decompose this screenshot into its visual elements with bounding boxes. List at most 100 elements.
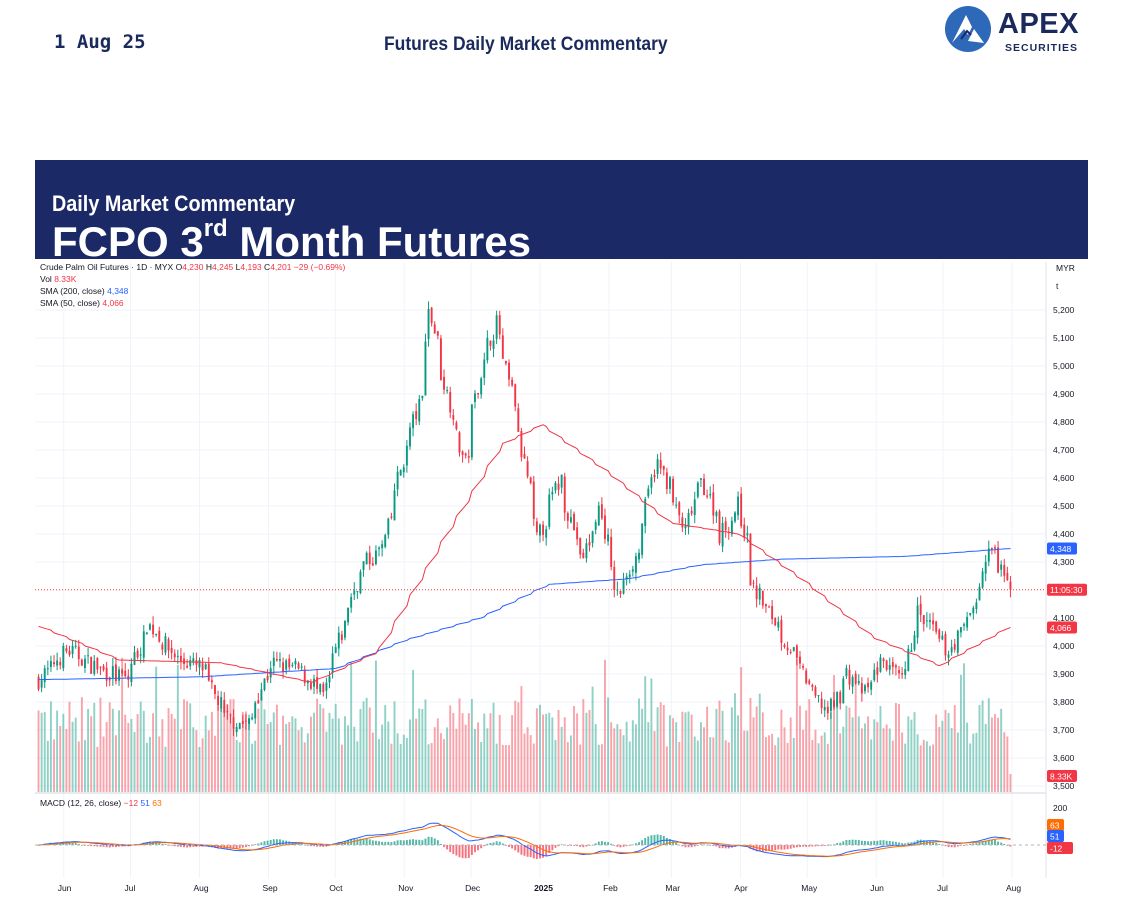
macd-histogram-bar [907,842,910,845]
macd-histogram-bar [839,842,842,845]
candle-body [62,645,65,669]
macd-histogram-bar [489,842,492,845]
candle-body [864,685,866,692]
candle-body [359,571,362,594]
volume-bar [74,717,77,792]
candle-body [953,644,956,650]
candle-body [501,335,504,359]
candle-body [71,645,74,654]
volume-bar [303,742,306,792]
time-tick-label: 2025 [534,883,553,893]
macd-histogram-bar [987,839,990,845]
candle-body [464,453,467,456]
candle-body [867,682,870,688]
macd-histogram-bar [427,836,430,845]
volume-bar [183,699,185,792]
volume-bar [545,713,548,792]
macd-histogram-bar [1009,845,1012,847]
macd-histogram-bar [99,845,102,847]
price-tick-label: 4,600 [1053,473,1075,483]
price-tick-label: 3,900 [1053,669,1075,679]
price-tick-label: 5,100 [1053,333,1075,343]
volume-bar [669,715,671,792]
volume-bar [604,659,606,792]
legend-symbol-name: Crude Palm Oil Futures · 1D · MYX [40,262,174,272]
volume-bar [938,726,941,792]
volume-bar [789,717,792,792]
candle-body [941,635,944,640]
macd-histogram-bar [387,841,390,845]
volume-bar [959,674,962,792]
candle-body [288,658,291,668]
volume-bar [684,712,687,792]
volume-bar [591,686,594,792]
volume-bar [628,741,631,792]
macd-histogram-bar [647,836,650,845]
macd-histogram-bar [114,845,117,848]
candle-body [427,309,430,340]
volume-bar [867,716,870,792]
candle-body [669,477,671,489]
price-tick-label: 4,300 [1053,557,1075,567]
chart-background [35,259,1088,898]
macd-histogram-bar [891,841,894,845]
volume-bar [80,697,83,792]
candle-body [161,644,164,650]
volume-bar [275,704,278,792]
candle-body [901,673,904,675]
macd-histogram-bar [693,845,696,847]
candle-body [449,392,452,413]
candle-body [545,529,548,538]
volume-bar [251,743,254,792]
candle-body [340,634,343,641]
volume-bar [746,730,749,792]
volume-bar [582,699,585,792]
volume-bar [792,737,795,792]
volume-bar [752,717,755,792]
candle-body [114,664,117,682]
legend-sma50-label: SMA (50, close) [40,298,100,308]
candle-body [758,587,761,600]
badge-sma50-bg [1047,621,1077,634]
volume-bar [966,722,969,792]
volume-bar [145,742,148,792]
macd-histogram-bar [449,845,452,853]
volume-bar [569,735,572,792]
candle-body [703,478,705,496]
candle-body [817,695,820,697]
macd-histogram-bar [158,843,161,845]
volume-bar [40,712,43,792]
volume-bar [133,732,136,792]
candle-body [529,477,532,484]
volume-bar [121,657,124,792]
macd-histogram-bar [882,840,885,845]
volume-bar [409,719,411,792]
candle-body [851,676,854,687]
candle-body [498,315,501,335]
volume-bar [532,743,535,792]
candle-body [535,521,538,533]
volume-bar [393,701,396,792]
macd-histogram-bar [749,845,752,850]
volume-bar [331,718,334,792]
volume-bar [347,725,350,792]
volume-bar [696,740,699,792]
volume-bar [161,719,164,792]
volume-bar [96,746,99,792]
badge-macd-hist-bg [1047,842,1073,854]
macd-histogram-bar [266,840,269,845]
macd-histogram-bar [303,844,306,846]
candle-body [424,341,427,396]
candle-body [257,700,260,704]
badge-volume-bg [1047,770,1077,782]
volume-bar [486,728,489,792]
macd-histogram-bar [622,845,625,847]
volume-bar [563,717,566,792]
candle-body [959,627,962,633]
moving-averages [35,424,1046,683]
volume-bar [294,718,297,792]
macd-histogram-bar [368,839,371,845]
macd-histogram-bar [814,845,817,847]
volume-bar [37,710,40,792]
banner-title-main: FCPO 3 [52,218,204,265]
